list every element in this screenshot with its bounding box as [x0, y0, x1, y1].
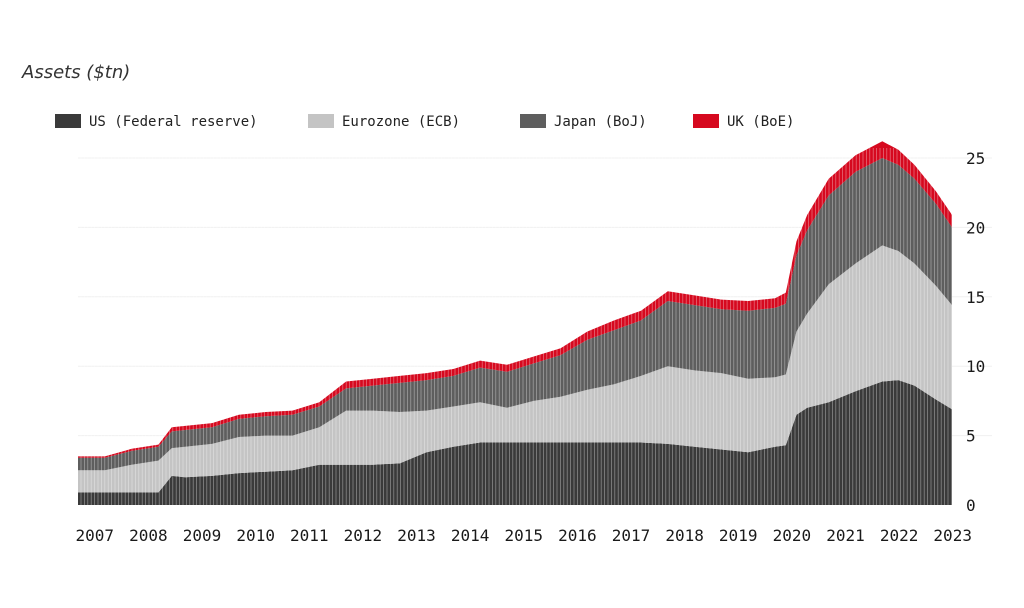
legend-swatch	[520, 114, 546, 128]
y-tick-label: 0	[966, 496, 976, 515]
x-tick-label: 2008	[129, 526, 168, 545]
x-tick-label: 2013	[397, 526, 436, 545]
area-series-0	[78, 380, 952, 505]
y-axis-ticks: 0 5 10 15 20 25	[966, 149, 985, 515]
x-tick-label: 2010	[236, 526, 275, 545]
y-tick-label: 5	[966, 427, 976, 446]
area-series-3	[78, 141, 952, 458]
x-tick-label: 2016	[558, 526, 597, 545]
x-tick-label: 2017	[612, 526, 651, 545]
legend-item-1: Eurozone (ECB)	[308, 114, 460, 130]
legend-item-2: Japan (BoJ)	[520, 114, 647, 130]
x-tick-label: 2012	[344, 526, 383, 545]
y-tick-label: 20	[966, 218, 985, 237]
x-tick-label: 2023	[933, 526, 972, 545]
y-tick-label: 10	[966, 357, 985, 376]
legend-swatch	[308, 114, 334, 128]
legend-label: Japan (BoJ)	[554, 114, 647, 130]
legend-swatch	[55, 114, 81, 128]
x-tick-label: 2022	[880, 526, 919, 545]
x-tick-label: 2007	[76, 526, 115, 545]
x-tick-label: 2021	[826, 526, 865, 545]
x-axis-ticks: 2007 2008 2009 2010 2011 2012 2013 2014 2015 2016…	[76, 526, 972, 545]
legend-label: UK (BoE)	[727, 114, 794, 130]
legend-item-3: UK (BoE)	[693, 114, 794, 130]
x-tick-label: 2018	[665, 526, 704, 545]
stacked-areas	[78, 141, 952, 505]
y-tick-label: 15	[966, 288, 985, 307]
area-series-2	[78, 158, 952, 471]
legend-label: Eurozone (ECB)	[342, 114, 460, 130]
x-tick-label: 2011	[290, 526, 329, 545]
x-tick-label: 2019	[719, 526, 758, 545]
legend: US (Federal reserve) Eurozone (ECB) Japan …	[55, 114, 794, 130]
area-series-1	[78, 245, 952, 493]
legend-label: US (Federal reserve)	[89, 114, 258, 130]
bar-texture	[80, 148, 952, 505]
y-axis-label: Assets ($tn)	[21, 62, 130, 83]
x-tick-label: 2014	[451, 526, 490, 545]
legend-swatch	[693, 114, 719, 128]
x-tick-label: 2020	[773, 526, 812, 545]
x-tick-label: 2009	[183, 526, 222, 545]
y-tick-label: 25	[966, 149, 985, 168]
x-tick-label: 2015	[505, 526, 544, 545]
legend-item-0: US (Federal reserve)	[55, 114, 258, 130]
